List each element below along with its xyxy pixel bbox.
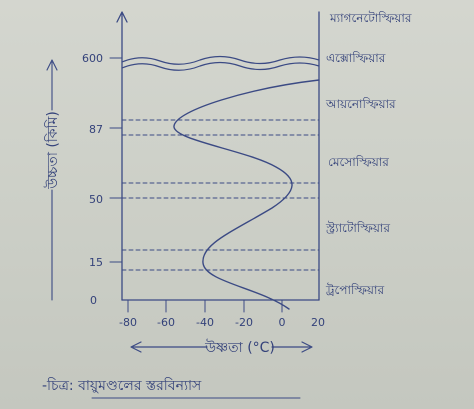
x-axis-right-arrow-icon <box>301 341 313 353</box>
x-tick-label: 20 <box>311 316 325 329</box>
x-axis-left-arrow-icon <box>130 341 142 353</box>
y-axis-arrow-icon <box>116 11 128 23</box>
y-axis-label: উচ্চতা (কিমি) <box>44 111 61 190</box>
layer-label-exosphere: এক্সোস্ফিয়ার <box>326 51 386 65</box>
x-tick-label: 0 <box>279 316 286 329</box>
figure-caption: -চিত্র: বায়ুমণ্ডলের স্তরবিন্যাস <box>42 377 202 394</box>
y-tick-label: 15 <box>89 256 103 269</box>
layer-label-ionosphere: আয়নোস্ফিয়ার <box>325 97 396 111</box>
x-tick-label: -40 <box>196 316 214 329</box>
layer-label-mesosphere: মেসোস্ফিয়ার <box>328 155 389 169</box>
exosphere-boundary-upper <box>121 55 320 65</box>
exosphere-boundary-lower <box>121 61 320 71</box>
layer-label-troposphere: ট্রপোস্ফিয়ার <box>325 283 384 297</box>
x-tick-label: -60 <box>157 316 175 329</box>
y-tick-label: 600 <box>82 52 103 65</box>
layer-label-stratosphere: স্ট্র্যাটোস্ফিয়ার <box>325 221 390 235</box>
layer-label-magnetosphere: ম্যাগনেটোস্ফিয়ার <box>329 11 412 25</box>
x-tick-label: -80 <box>119 316 137 329</box>
x-tick-label: -20 <box>235 316 253 329</box>
temperature-curve <box>173 79 320 310</box>
y-label-arrow-icon <box>46 59 58 71</box>
y-tick-label: 50 <box>89 193 103 206</box>
y-tick-label: 0 <box>90 294 97 307</box>
x-axis-label: উষ্ণতা (°C) <box>204 339 275 356</box>
y-tick-label: 87 <box>89 123 103 136</box>
